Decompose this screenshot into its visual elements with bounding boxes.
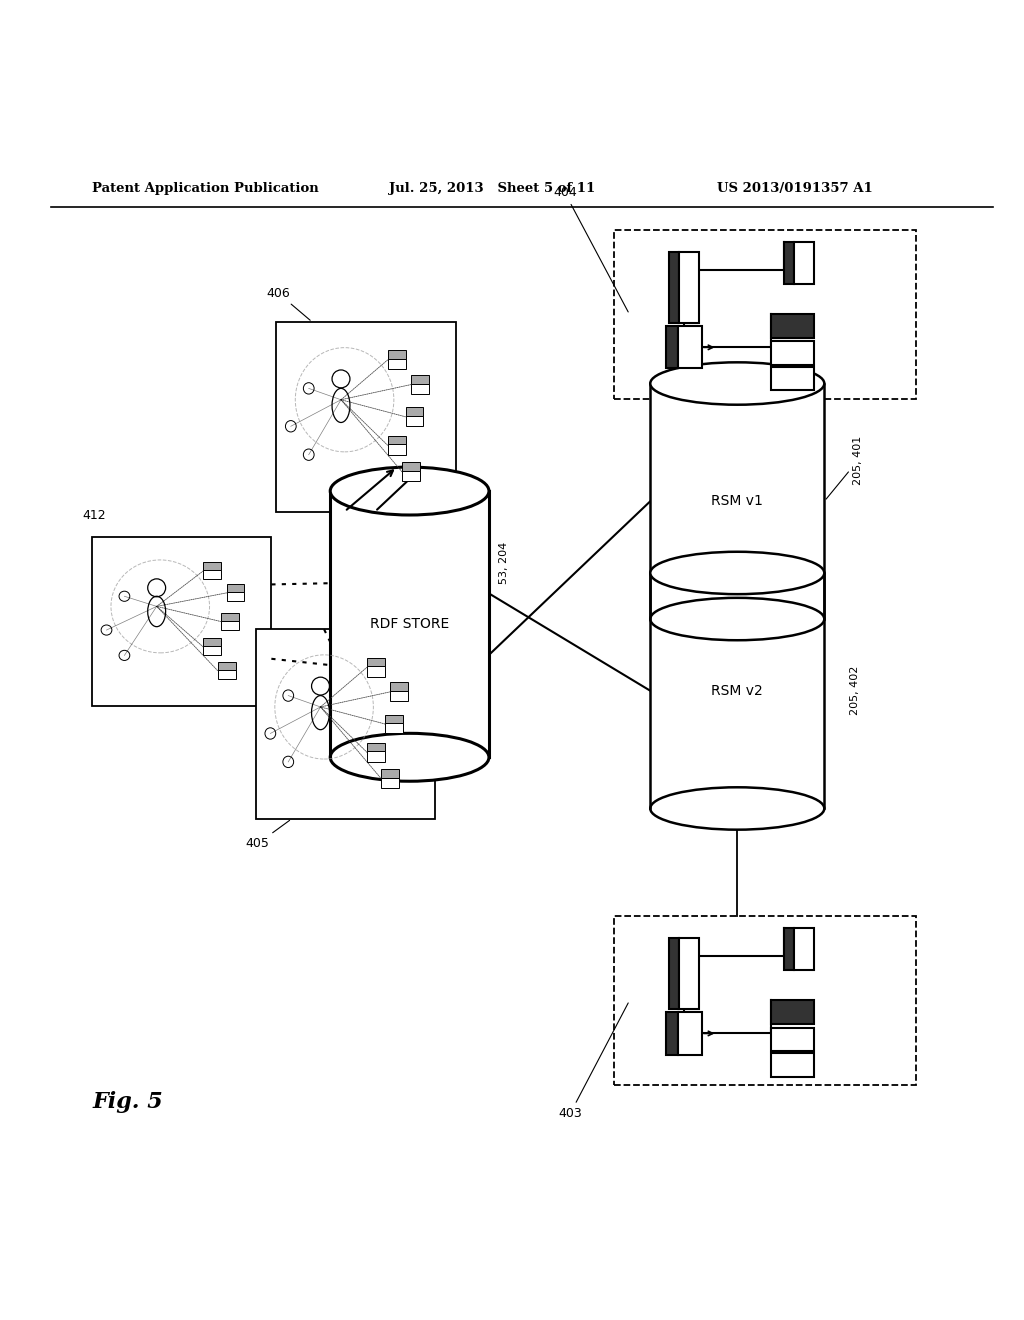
Bar <box>256 630 435 818</box>
Bar <box>771 1001 814 1024</box>
Bar <box>330 491 489 758</box>
Text: 404: 404 <box>553 186 628 312</box>
Bar <box>203 570 221 579</box>
Bar <box>795 928 814 970</box>
Text: Jul. 25, 2013   Sheet 5 of 11: Jul. 25, 2013 Sheet 5 of 11 <box>389 182 595 195</box>
Bar <box>650 573 824 808</box>
Bar <box>795 242 814 284</box>
Bar <box>771 314 814 338</box>
Bar <box>92 537 271 706</box>
Bar <box>203 562 221 570</box>
Bar <box>650 384 824 619</box>
Bar <box>411 375 429 384</box>
Bar <box>783 242 795 284</box>
Bar <box>771 1027 814 1051</box>
Bar <box>771 1053 814 1077</box>
Ellipse shape <box>650 787 824 830</box>
Bar <box>411 384 429 395</box>
Text: 412: 412 <box>82 508 105 521</box>
Text: Patent Application Publication: Patent Application Publication <box>92 182 318 195</box>
Text: Fig. 5: Fig. 5 <box>92 1092 163 1113</box>
Text: 403: 403 <box>558 1003 628 1121</box>
Bar <box>385 723 403 734</box>
Bar <box>669 252 679 323</box>
Bar <box>367 743 385 751</box>
Text: 205, 401: 205, 401 <box>826 436 863 499</box>
Bar <box>771 342 814 366</box>
Text: 406: 406 <box>266 286 310 321</box>
Ellipse shape <box>650 552 824 594</box>
Bar <box>666 1012 679 1055</box>
Bar <box>221 614 239 620</box>
Bar <box>666 326 679 368</box>
Bar <box>203 645 221 656</box>
Bar <box>614 916 916 1085</box>
Bar <box>367 657 385 667</box>
Text: 205, 402: 205, 402 <box>850 667 860 715</box>
Text: 53, 204: 53, 204 <box>500 541 509 583</box>
Ellipse shape <box>650 362 824 405</box>
Bar <box>385 714 403 723</box>
Bar <box>221 620 239 630</box>
Bar <box>783 928 795 970</box>
Bar <box>367 751 385 762</box>
Bar <box>401 471 420 482</box>
Text: RDF STORE: RDF STORE <box>370 618 450 631</box>
Bar <box>381 770 399 777</box>
Bar <box>406 416 424 426</box>
Bar <box>679 326 702 368</box>
Bar <box>217 669 236 678</box>
Bar <box>387 359 406 370</box>
Text: RSM v1: RSM v1 <box>712 494 763 508</box>
Bar <box>679 252 699 323</box>
Bar <box>367 667 385 677</box>
Bar <box>406 408 424 416</box>
Bar <box>679 939 699 1008</box>
Bar <box>217 663 236 669</box>
Ellipse shape <box>330 734 489 781</box>
Text: RSM v2: RSM v2 <box>712 684 763 698</box>
Bar <box>226 593 245 602</box>
Bar <box>203 639 221 645</box>
Bar <box>669 939 679 1008</box>
Ellipse shape <box>650 598 824 640</box>
Bar <box>771 367 814 391</box>
Bar <box>387 351 406 359</box>
Bar <box>226 585 245 593</box>
Text: 405: 405 <box>246 820 290 850</box>
Ellipse shape <box>330 467 489 515</box>
Bar <box>679 1012 702 1055</box>
Bar <box>390 690 409 701</box>
Bar <box>401 462 420 471</box>
Bar <box>381 777 399 788</box>
Text: US 2013/0191357 A1: US 2013/0191357 A1 <box>717 182 872 195</box>
Bar <box>387 445 406 454</box>
Bar <box>276 322 456 512</box>
Bar <box>614 230 916 399</box>
Bar <box>387 436 406 445</box>
Bar <box>390 682 409 690</box>
